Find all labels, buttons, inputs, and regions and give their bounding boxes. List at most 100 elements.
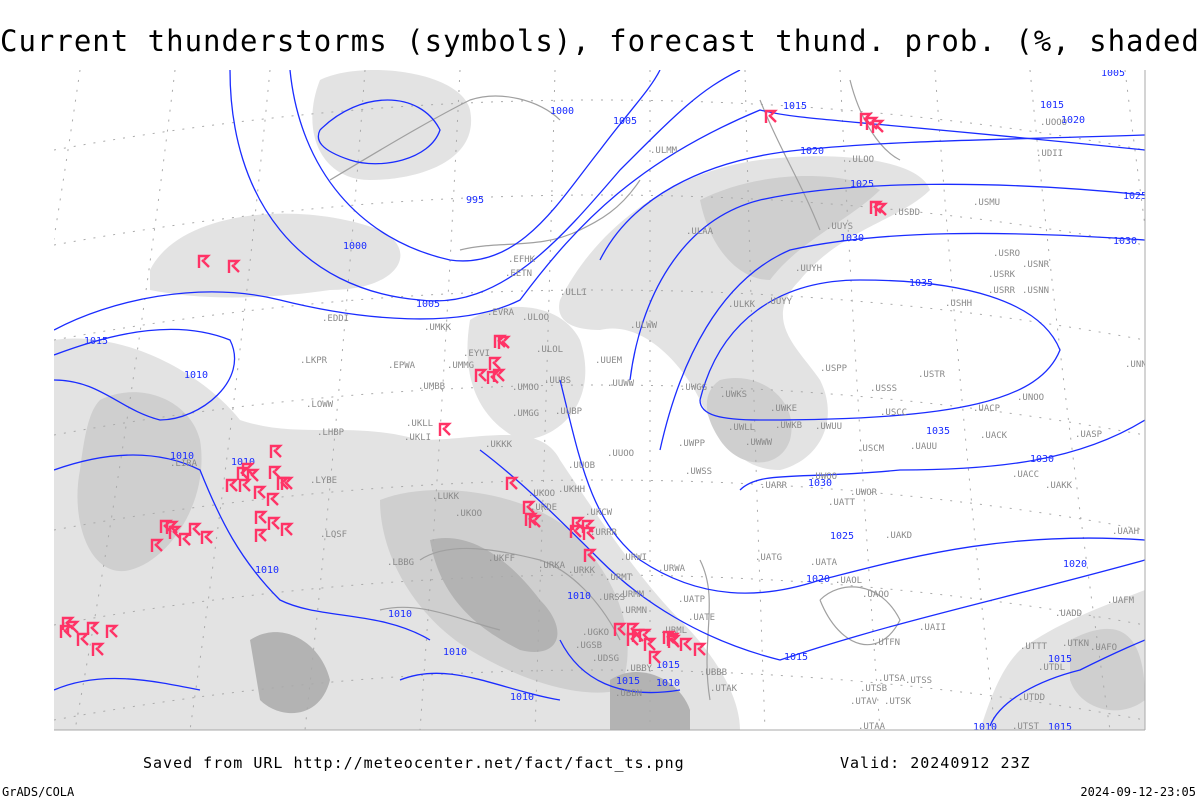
thunderstorm-symbol-icon bbox=[266, 492, 280, 506]
isobar-label: 1000 bbox=[343, 241, 367, 252]
station-label: .UKFF bbox=[488, 554, 515, 564]
station-label: .UATT bbox=[828, 498, 856, 508]
thunderstorm-symbol-icon bbox=[86, 621, 100, 635]
station-label: .UKOO bbox=[455, 509, 482, 519]
station-label: .USNN bbox=[1022, 286, 1049, 296]
station-label: .UUYS bbox=[826, 222, 853, 232]
station-label: .UWOR bbox=[850, 488, 878, 498]
isobar-label: 1005 bbox=[613, 116, 637, 127]
isobar-line bbox=[599, 134, 1145, 261]
isobar-line bbox=[629, 183, 1145, 381]
station-label: .UGKO bbox=[582, 628, 609, 638]
isobar-label: 1030 bbox=[1113, 236, 1137, 247]
thunderstorm-symbol-icon bbox=[648, 650, 662, 664]
isobar-label: 1025 bbox=[1123, 191, 1147, 202]
station-label: .UWWW bbox=[745, 438, 773, 448]
station-label: .UNOO bbox=[1017, 393, 1044, 403]
thunderstorm-symbol-icon bbox=[626, 632, 640, 646]
station-label: .UMKK bbox=[424, 323, 452, 333]
station-label: .UMMG bbox=[447, 361, 474, 371]
meridian-line bbox=[1029, 70, 1111, 730]
thunderstorm-symbol-icon bbox=[254, 510, 268, 524]
station-label: .UWKS bbox=[720, 390, 747, 400]
station-label: .ULOO bbox=[522, 313, 549, 323]
station-label: .LOWW bbox=[306, 400, 334, 410]
thunderstorm-probability-shading bbox=[54, 70, 1145, 730]
station-label: .USSS bbox=[870, 384, 897, 394]
thunderstorm-symbol-icon bbox=[197, 254, 211, 268]
isobar-label: 1015 bbox=[1048, 654, 1072, 665]
render-timestamp: 2024-09-12-23:05 bbox=[1080, 785, 1196, 799]
station-label: .UWPP bbox=[678, 439, 706, 449]
station-label: .UUYY bbox=[765, 297, 793, 307]
map-title: Current thunderstorms (symbols), forecas… bbox=[0, 24, 1200, 58]
station-label: .EPWA bbox=[388, 361, 416, 371]
station-label: .UBBY bbox=[625, 664, 653, 674]
isobar-label: 1015 bbox=[783, 101, 807, 112]
station-label: .UACP bbox=[973, 404, 1001, 414]
isobar-label: 1010 bbox=[388, 609, 412, 620]
station-label: .UMOO bbox=[512, 383, 539, 393]
station-label: .UWOO bbox=[810, 472, 837, 482]
thunderstorm-symbol-icon bbox=[582, 526, 596, 540]
isobar-label: 1005 bbox=[1101, 68, 1125, 79]
station-label: .URRR bbox=[590, 528, 618, 538]
station-label: .URMM bbox=[617, 590, 645, 600]
station-label: .URKK bbox=[568, 566, 596, 576]
probability-area bbox=[312, 70, 472, 180]
probability-area bbox=[250, 632, 330, 714]
isobar-line bbox=[317, 99, 441, 165]
parallel-line bbox=[54, 99, 1145, 151]
thunderstorm-symbol-icon bbox=[254, 528, 268, 542]
station-label: .ULOL bbox=[536, 345, 563, 355]
isobar-label: 1020 bbox=[1061, 115, 1085, 126]
isobar-label: 1025 bbox=[850, 179, 874, 190]
station-label: .UACK bbox=[980, 431, 1008, 441]
station-label: .UBBB bbox=[700, 668, 727, 678]
station-label: .UWSS bbox=[685, 467, 712, 477]
station-label: .UAAH bbox=[1112, 527, 1139, 537]
station-label: .ULWW bbox=[630, 321, 658, 331]
station-label: .UTTT bbox=[1020, 642, 1048, 652]
thunderstorm-symbol-icon bbox=[497, 335, 511, 349]
station-label: .USMU bbox=[973, 198, 1000, 208]
station-label: .UAKD bbox=[885, 531, 912, 541]
meridian-line bbox=[934, 70, 996, 730]
station-label: .URMT bbox=[605, 573, 633, 583]
probability-area bbox=[467, 306, 586, 440]
isobar-label: 1010 bbox=[255, 565, 279, 576]
station-label: .USCM bbox=[857, 444, 885, 454]
isobar-label: 1030 bbox=[1030, 454, 1054, 465]
station-label: .USCC bbox=[880, 408, 907, 418]
station-label: .UWKB bbox=[775, 421, 802, 431]
station-label: .USHH bbox=[945, 299, 972, 309]
station-label: .LKPR bbox=[300, 356, 328, 366]
station-label: .USRO bbox=[993, 249, 1020, 259]
thunderstorm-symbol-icon bbox=[280, 476, 294, 490]
station-label: .URWA bbox=[658, 564, 686, 574]
station-label: .UWKE bbox=[770, 404, 797, 414]
station-label: .UAKK bbox=[1045, 481, 1073, 491]
station-label: .LBBG bbox=[387, 558, 414, 568]
station-label: .UMGG bbox=[512, 409, 539, 419]
station-label: .UKLL bbox=[406, 419, 433, 429]
station-label: .URKA bbox=[538, 561, 566, 571]
isobar-line bbox=[229, 70, 741, 302]
station-label: .UTSA bbox=[878, 674, 906, 684]
isobar-label: 1010 bbox=[656, 678, 680, 689]
isobar-label: 1010 bbox=[170, 451, 194, 462]
coastline bbox=[379, 547, 621, 641]
isobar-label: 1015 bbox=[84, 336, 108, 347]
station-label: .ULMM bbox=[650, 146, 678, 156]
thunderstorm-symbol-icon bbox=[76, 632, 90, 646]
thunderstorm-symbol-icon bbox=[505, 476, 519, 490]
source-url-text: Saved from URL http://meteocenter.net/fa… bbox=[143, 754, 685, 772]
isobar-line bbox=[54, 454, 431, 641]
probability-area bbox=[700, 176, 880, 280]
station-label: .UASP bbox=[1075, 430, 1103, 440]
isobars bbox=[54, 70, 1145, 727]
thunderstorm-symbol-icon bbox=[59, 624, 73, 638]
station-label: .UNNT bbox=[1125, 360, 1153, 370]
isobar-label: 1030 bbox=[808, 478, 832, 489]
thunderstorm-symbol-icon bbox=[269, 444, 283, 458]
